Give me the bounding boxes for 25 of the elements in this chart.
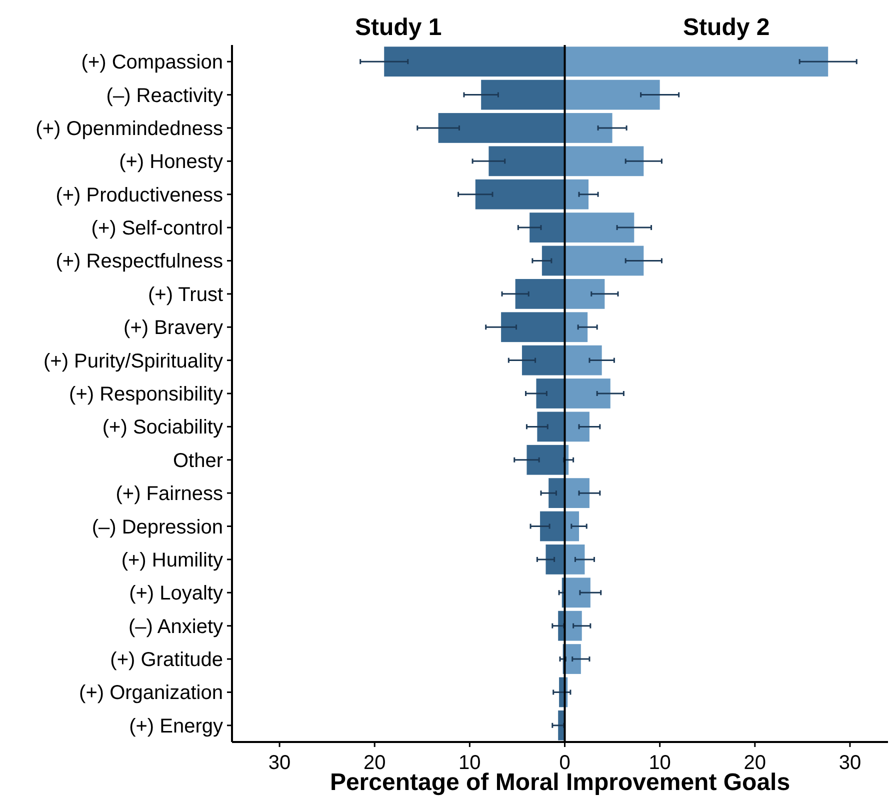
y-tick-label: (+) Self-control bbox=[91, 218, 223, 240]
x-tick-label: 30 bbox=[268, 752, 291, 774]
y-tick-label: (+) Responsibility bbox=[69, 384, 223, 406]
series-label: Study 2 bbox=[683, 14, 770, 41]
y-tick-label: (–) Depression bbox=[92, 516, 223, 538]
y-tick-label: (+) Gratitude bbox=[110, 649, 223, 672]
y-tick-label: (+) Fairness bbox=[116, 483, 223, 506]
series-label: Study 1 bbox=[355, 14, 442, 41]
y-tick-label: (–) Anxiety bbox=[128, 616, 223, 638]
y-tick-label: (+) Openmindedness bbox=[36, 118, 223, 140]
y-tick-label: Other bbox=[172, 450, 224, 472]
y-tick-label: (+) Productiveness bbox=[56, 184, 223, 206]
y-tick-label: (+) Compassion bbox=[81, 52, 223, 74]
y-tick-label: (+) Bravery bbox=[124, 317, 223, 340]
y-tick-label: (+) Loyalty bbox=[129, 582, 223, 605]
y-tick-label: (+) Honesty bbox=[119, 151, 223, 174]
y-tick-label: (–) Reactivity bbox=[106, 84, 223, 107]
y-tick-label: (+) Energy bbox=[129, 715, 223, 738]
y-tick-label: (+) Organization bbox=[79, 682, 223, 704]
y-tick-label: (+) Respectfulness bbox=[56, 250, 223, 273]
y-tick-label: (+) Purity/Spirituality bbox=[44, 350, 223, 372]
y-tick-label: (+) Sociability bbox=[102, 416, 223, 439]
y-tick-label: (+) Trust bbox=[148, 284, 224, 306]
y-tick-label: (+) Humility bbox=[121, 549, 223, 572]
x-tick-label: 30 bbox=[838, 752, 862, 774]
